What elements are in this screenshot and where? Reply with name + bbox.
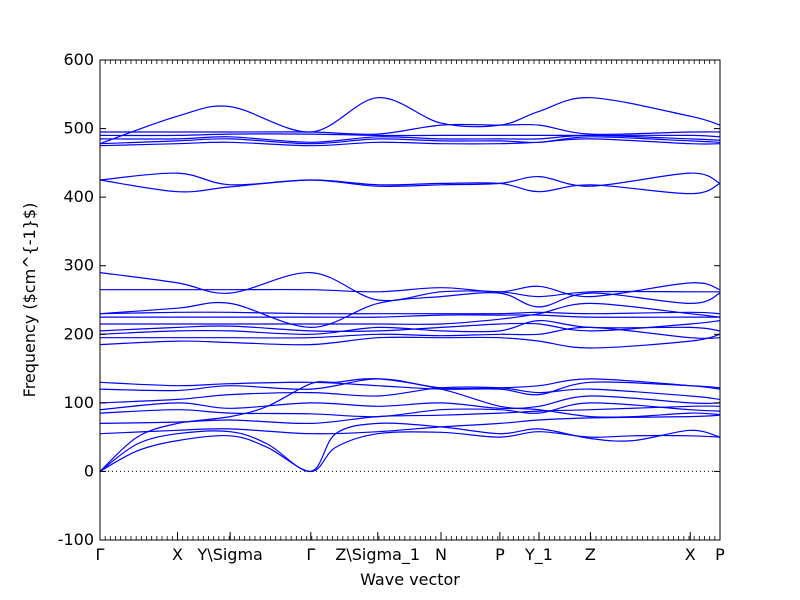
band-line-7 xyxy=(99,395,721,411)
band-line-5 xyxy=(99,405,721,425)
band-line-26 xyxy=(99,133,721,138)
band-line-11 xyxy=(99,333,721,349)
band-line-1 xyxy=(99,431,721,473)
x-tick-label: Y\Sigma xyxy=(197,545,263,564)
x-tick-label: X xyxy=(685,545,696,564)
y-tick-label: 500 xyxy=(63,119,94,138)
x-tick-label: Γ xyxy=(96,545,105,564)
x-tick-label: Z\Sigma_1 xyxy=(335,545,420,565)
band-line-10 xyxy=(99,381,721,396)
band-line-27 xyxy=(100,123,721,135)
y-tick-label: 0 xyxy=(84,461,94,480)
band-line-23 xyxy=(99,138,721,147)
x-tick-label: Z xyxy=(585,545,596,564)
band-line-28 xyxy=(99,97,721,145)
y-tick-label: 100 xyxy=(63,393,94,412)
x-tick-label: Y_1 xyxy=(524,545,553,565)
x-tick-label: N xyxy=(435,545,447,564)
x-tick-label: X xyxy=(172,545,183,564)
band-line-20 xyxy=(99,271,720,302)
band-line-17 xyxy=(99,311,721,315)
band-line-24 xyxy=(99,136,721,145)
band-line-21 xyxy=(99,179,721,195)
y-tick-label: 300 xyxy=(63,256,94,275)
x-tick-label: Γ xyxy=(306,545,315,564)
y-tick-label: 600 xyxy=(63,50,94,69)
minor-ticks xyxy=(99,60,721,540)
x-tick-label: P xyxy=(715,545,725,564)
band-line-2 xyxy=(99,422,721,473)
y-tick-label: -100 xyxy=(58,530,94,549)
band-line-14 xyxy=(99,320,721,332)
band-lines xyxy=(99,97,721,473)
x-axis: Γ X Y\Sigma Γ Z\Sigma_1 N P Y_1 Z X P xyxy=(96,532,725,565)
band-line-4 xyxy=(99,414,721,435)
y-axis-label: Frequency ($cm^{-1}$) xyxy=(20,203,39,398)
band-line-9 xyxy=(99,378,721,392)
band-line-25 xyxy=(99,134,721,143)
y-axis: -100 0 100 200 300 400 500 600 xyxy=(58,50,720,549)
y-tick-label: 400 xyxy=(63,187,94,206)
x-axis-label: Wave vector xyxy=(360,570,460,589)
band-line-18 xyxy=(99,292,721,329)
band-line-6 xyxy=(99,402,721,418)
band-line-15 xyxy=(100,302,721,325)
band-line-12 xyxy=(100,326,721,340)
y-tick-label: 200 xyxy=(63,324,94,343)
plot-frame xyxy=(99,59,721,541)
band-line-16 xyxy=(99,314,720,318)
band-line-13 xyxy=(99,319,721,335)
x-tick-label: P xyxy=(495,545,505,564)
band-line-22 xyxy=(99,172,721,187)
